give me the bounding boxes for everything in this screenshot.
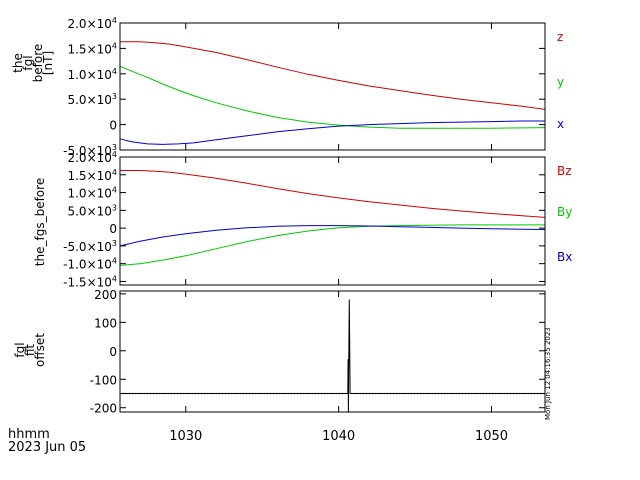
series-line-bx	[119, 225, 546, 247]
series-line-x	[119, 120, 545, 145]
series-line-y	[119, 65, 546, 129]
y-tick-label: 0	[109, 222, 117, 236]
legend-label-by: By	[557, 205, 572, 219]
y-tick-label: 0	[109, 345, 117, 359]
y-tick-label: 100	[94, 316, 117, 330]
legend-label-bz: Bz	[557, 164, 572, 178]
y-axis-label: the_fgs_before	[33, 178, 47, 266]
legend-label-bx: Bx	[557, 250, 572, 264]
y-tick-label: 2.0×104	[67, 16, 117, 31]
panel-frame	[119, 290, 546, 413]
legend-label-z: z	[557, 30, 563, 44]
y-tick-label: 5.0×103	[67, 203, 117, 218]
series-line-offset	[120, 299, 545, 413]
y-tick-label: 5.0×103	[67, 92, 117, 107]
legend-label-y: y	[557, 75, 564, 89]
panel-frame	[119, 156, 546, 286]
panel-3: 200 100 0 -100 -200 fglfitoffset	[13, 288, 546, 416]
timestamp-label: Mon Jun 12 04:16:35 2023	[544, 327, 552, 420]
y-axis-label: thefglbefore[nT]	[11, 44, 55, 83]
panel-2: 2.0×104 1.5×104 1.0×104 5.0×103 0 -5.0×103 -1.…	[33, 150, 572, 289]
x-axis-label: hhmm	[8, 427, 50, 442]
y-tick-label: -1.5×104	[63, 274, 117, 289]
panels: 2.0×104 1.5×104 1.0×104 5.0×103 0 -5.0×103 the…	[11, 16, 572, 444]
legend-label-x: x	[557, 117, 564, 131]
y-tick-label: 0	[109, 119, 117, 133]
panel-1: 2.0×104 1.5×104 1.0×104 5.0×103 0 -5.0×103 the…	[11, 16, 564, 158]
x-tick-label: 1030	[169, 429, 202, 444]
y-tick-label: -5.0×103	[63, 239, 117, 254]
y-tick-label: 2.0×104	[67, 150, 117, 165]
y-tick-label: -1.0×104	[63, 257, 117, 272]
x-tick-label: 1040	[322, 429, 355, 444]
series-line-bz	[120, 170, 546, 218]
y-tick-label: 1.0×104	[67, 67, 117, 82]
x-tick-label: 1050	[475, 429, 508, 444]
y-tick-label: 1.5×104	[67, 41, 117, 56]
panel-frame	[119, 22, 546, 151]
y-tick-label: -100	[90, 373, 117, 387]
x-axis-date: 2023 Jun 05	[8, 440, 86, 455]
series-line-z	[120, 41, 546, 110]
y-tick-label: 200	[94, 288, 117, 302]
y-tick-label: -200	[90, 402, 117, 416]
y-tick-label: -5.0×103	[63, 143, 117, 158]
series-line-by	[119, 224, 545, 266]
y-axis-label: fglfitoffset	[13, 333, 47, 367]
y-tick-label: 1.5×104	[67, 168, 117, 183]
y-tick-label: 1.0×104	[67, 186, 117, 201]
